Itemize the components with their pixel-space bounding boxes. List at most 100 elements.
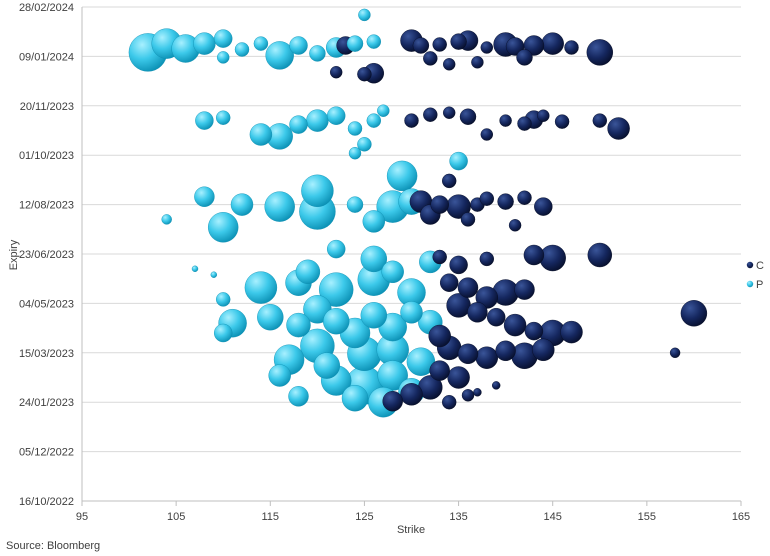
bubble-C bbox=[479, 191, 494, 206]
bubble-C bbox=[429, 360, 450, 381]
y-axis-title: Expiry bbox=[8, 239, 20, 270]
bubble-C bbox=[497, 193, 514, 210]
bubble-C bbox=[467, 302, 488, 323]
bubble-C bbox=[480, 41, 493, 54]
y-tick-label: 01/10/2023 bbox=[19, 150, 74, 162]
bubble-C bbox=[517, 190, 532, 205]
bubble-P bbox=[288, 386, 309, 407]
horizontal-gridlines bbox=[81, 6, 741, 502]
bubble-C bbox=[479, 251, 494, 267]
x-tick-label: 155 bbox=[638, 511, 656, 523]
legend-label-P: P bbox=[756, 279, 763, 291]
bubble-P bbox=[213, 29, 233, 48]
bubble-P bbox=[289, 36, 308, 55]
bubble-C bbox=[508, 219, 522, 232]
bubble-P bbox=[319, 272, 354, 307]
bubble-P bbox=[360, 245, 387, 273]
bubble-C bbox=[560, 320, 583, 344]
bubble-C bbox=[532, 338, 555, 361]
bubble-P bbox=[216, 51, 230, 64]
bubble-C bbox=[428, 324, 451, 348]
bubble-P bbox=[306, 109, 329, 132]
bubble-C bbox=[443, 58, 456, 71]
bubble-C bbox=[680, 300, 708, 327]
bubble-P bbox=[346, 35, 364, 52]
legend-label-C: C bbox=[756, 260, 764, 272]
y-tick-label: 20/11/2023 bbox=[20, 101, 74, 113]
y-tick-label: 28/02/2024 bbox=[19, 2, 74, 14]
x-tick-label: 105 bbox=[167, 511, 185, 523]
x-axis-tick-labels: 95 105 115 125 135 145 155 165 bbox=[76, 501, 750, 523]
y-tick-label: 09/01/2024 bbox=[19, 51, 74, 63]
bubble-P bbox=[366, 34, 381, 49]
y-tick-label: 23/06/2023 bbox=[19, 249, 74, 261]
y-tick-label: 12/08/2023 bbox=[19, 200, 74, 212]
source-note: Source: Bloomberg bbox=[6, 540, 101, 552]
bubble-C bbox=[457, 343, 479, 364]
bubble-C bbox=[592, 113, 607, 128]
bubble-P bbox=[213, 323, 233, 343]
bubble-P bbox=[191, 265, 199, 272]
bubble-C bbox=[480, 128, 493, 141]
bubble-C bbox=[412, 37, 430, 54]
bubble-C bbox=[449, 255, 468, 275]
bubble-P bbox=[295, 259, 321, 284]
bubble-C bbox=[330, 65, 343, 79]
bubble-P bbox=[253, 36, 269, 51]
bubble-C bbox=[503, 313, 527, 337]
bubble-P bbox=[347, 121, 363, 136]
bubble-P bbox=[268, 364, 291, 387]
bubble-C bbox=[554, 114, 570, 129]
bubble-C bbox=[607, 117, 630, 140]
bubble-P bbox=[265, 41, 294, 70]
bubble-P bbox=[215, 292, 231, 307]
legend: CP bbox=[746, 260, 764, 291]
bubble-C bbox=[447, 366, 470, 389]
bubble-P bbox=[244, 271, 278, 304]
x-tick-label: 145 bbox=[544, 511, 562, 523]
bubble-C bbox=[423, 51, 438, 66]
bubble-P bbox=[210, 271, 218, 278]
bubble-P bbox=[257, 304, 284, 331]
bubble-C bbox=[442, 395, 457, 410]
y-tick-label: 04/05/2023 bbox=[19, 298, 74, 310]
bubble-P bbox=[327, 106, 346, 125]
bubble-P bbox=[286, 312, 311, 338]
y-axis-tick-labels: 28/02/2024 09/01/2024 20/11/2023 01/10/2023… bbox=[19, 2, 74, 508]
y-tick-label: 16/10/2022 bbox=[19, 496, 74, 508]
bubble-C bbox=[523, 244, 545, 266]
bubble-P bbox=[289, 115, 308, 134]
bubble-P bbox=[230, 193, 254, 216]
bubble-C bbox=[440, 273, 459, 292]
bubble-P bbox=[357, 137, 372, 152]
y-tick-label: 24/01/2023 bbox=[19, 397, 74, 409]
x-tick-label: 115 bbox=[262, 511, 280, 523]
bubble-P bbox=[207, 212, 239, 243]
bubble-P bbox=[327, 239, 346, 259]
x-tick-label: 165 bbox=[732, 511, 750, 523]
bubble-C bbox=[669, 347, 681, 358]
bubble-C bbox=[586, 39, 613, 66]
bubble-P bbox=[193, 32, 216, 55]
bubble-P bbox=[309, 45, 326, 62]
bubble-C bbox=[517, 116, 532, 131]
x-tick-label: 95 bbox=[76, 511, 88, 523]
bubble-P bbox=[341, 385, 369, 412]
bubble-P bbox=[449, 151, 468, 171]
x-tick-label: 135 bbox=[449, 511, 467, 523]
bubble-P bbox=[195, 111, 214, 130]
bubble-P bbox=[161, 214, 172, 225]
bubble-C bbox=[357, 66, 372, 82]
x-axis-title: Strike bbox=[397, 524, 425, 536]
x-tick-label: 125 bbox=[355, 511, 373, 523]
bubble-C bbox=[587, 242, 612, 268]
bubble-C bbox=[460, 212, 476, 227]
bubble-P bbox=[323, 308, 350, 335]
bubble-C bbox=[432, 37, 447, 52]
bubble-C bbox=[524, 321, 544, 341]
bubble-P bbox=[249, 123, 273, 146]
bubble-P bbox=[400, 301, 423, 324]
bubble-C bbox=[432, 249, 447, 265]
bubble-C bbox=[471, 56, 484, 69]
